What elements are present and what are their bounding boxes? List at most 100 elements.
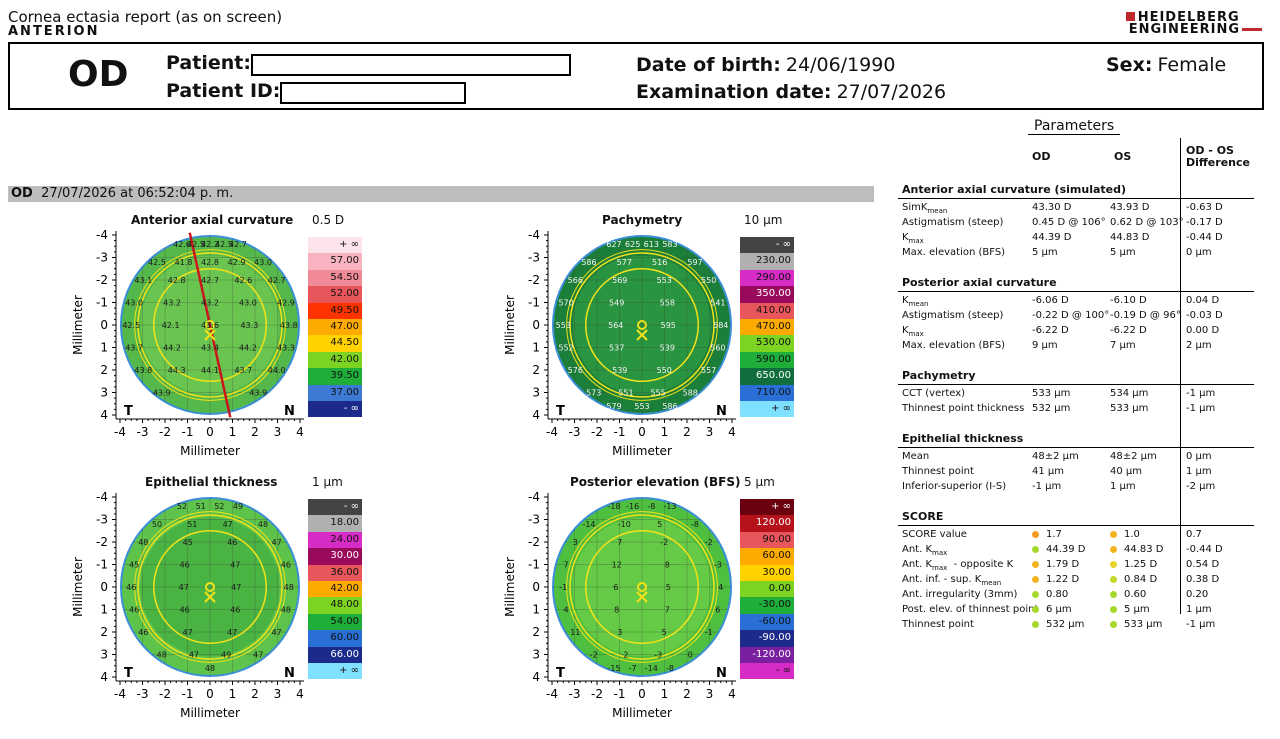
map-value: -14 bbox=[645, 664, 658, 673]
patient-label: Patient: bbox=[166, 52, 251, 74]
map-value: 43.6 bbox=[201, 321, 219, 330]
map-value: 564 bbox=[608, 321, 623, 330]
map-value: 570 bbox=[558, 299, 573, 308]
map-value: 5 bbox=[657, 520, 662, 529]
map-value: 43.4 bbox=[201, 344, 219, 353]
map-value: 42.8 bbox=[168, 276, 186, 285]
x-tick-label: 0 bbox=[206, 425, 214, 439]
map-value: 43.2 bbox=[201, 299, 219, 308]
map-value: 6 bbox=[715, 606, 720, 615]
scale-label: 52.00 bbox=[308, 286, 362, 303]
x-tick-label: -3 bbox=[137, 425, 149, 439]
map-value: 43.1 bbox=[134, 276, 152, 285]
map-value: 49 bbox=[233, 502, 243, 511]
map-value: 43.8 bbox=[280, 321, 298, 330]
param-od-value: 6 µm bbox=[1032, 604, 1072, 615]
eye-label: OD bbox=[68, 54, 129, 95]
map-value: 5 bbox=[666, 583, 671, 592]
map-value: 44.2 bbox=[163, 344, 181, 353]
param-label: SimKmean bbox=[902, 202, 948, 215]
param-os-value: 1.0 bbox=[1110, 529, 1140, 540]
map-value: 48 bbox=[138, 538, 148, 547]
y-tick-label: -2 bbox=[96, 273, 108, 287]
map-value: 8 bbox=[665, 561, 670, 570]
param-od-value: 5 µm bbox=[1032, 247, 1058, 258]
param-os-value: 534 µm bbox=[1110, 388, 1149, 399]
map-value: -15 bbox=[607, 664, 620, 673]
x-axis-label: Millimeter bbox=[180, 706, 240, 720]
map-value: 47 bbox=[183, 628, 193, 637]
param-label: Ant. Kmax bbox=[902, 544, 948, 557]
status-dot-icon bbox=[1110, 545, 1117, 553]
map-value: 42.9 bbox=[277, 299, 295, 308]
param-od-value: 1.7 bbox=[1032, 529, 1062, 540]
col-diff-line2: Difference bbox=[1186, 156, 1250, 169]
map-value: 48 bbox=[157, 651, 167, 660]
y-tick-label: -3 bbox=[96, 513, 108, 527]
scale-label: 710.00 bbox=[740, 384, 794, 401]
map-value: 48 bbox=[284, 583, 294, 592]
scale-label: + ∞ bbox=[308, 237, 362, 254]
param-label: Inferior-superior (I-S) bbox=[902, 481, 1007, 492]
map-value: 627 bbox=[606, 240, 621, 249]
param-label: Ant. inf. - sup. Kmean bbox=[902, 574, 1002, 587]
scale-label: 470.00 bbox=[740, 318, 794, 336]
x-tick-label: 1 bbox=[229, 687, 237, 701]
y-tick-label: -2 bbox=[528, 273, 540, 287]
map-value: 7 bbox=[564, 561, 569, 570]
y-tick-label: -3 bbox=[96, 251, 108, 265]
param-diff-value: -1 µm bbox=[1186, 403, 1216, 414]
map-value: -1 bbox=[559, 583, 567, 592]
anterior-color-scale: + ∞ 57.00 54.50 52.00 49.50 47.00 44.50 42.00 39… bbox=[308, 237, 362, 418]
scale-label: - ∞ bbox=[740, 662, 794, 680]
scale-label: 66.00 bbox=[308, 646, 362, 663]
map-value: 586 bbox=[581, 258, 596, 267]
nasal-label: N bbox=[716, 404, 727, 419]
y-tick-label: -2 bbox=[96, 535, 108, 549]
section-rule bbox=[898, 384, 1254, 385]
y-tick-label: 4 bbox=[100, 408, 108, 422]
center-marker-icon bbox=[204, 582, 216, 603]
report-title: Cornea ectasia report (as on screen) bbox=[8, 8, 283, 26]
map-value: 549 bbox=[609, 299, 624, 308]
x-tick-label: 4 bbox=[296, 687, 304, 701]
x-tick-label: 4 bbox=[296, 425, 304, 439]
posterior-elevation-map: Posterior elevation (BFS) 5 µm -4 4 -3 3 -2 2 -1… bbox=[432, 475, 862, 735]
patient-name-redacted bbox=[250, 53, 571, 76]
scan-eye: OD bbox=[11, 186, 33, 201]
x-tick-label: -2 bbox=[159, 687, 171, 701]
param-diff-value: 0.20 bbox=[1186, 589, 1209, 600]
x-tick-label: 3 bbox=[706, 687, 714, 701]
status-dot-icon bbox=[1032, 545, 1039, 553]
epithelial-map-step: 1 µm bbox=[312, 475, 343, 489]
y-tick-label: 2 bbox=[100, 625, 108, 639]
map-value: -18 bbox=[607, 502, 620, 511]
map-value: -14 bbox=[582, 520, 595, 529]
section-title: Epithelial thickness bbox=[902, 432, 1024, 445]
scale-label: 36.00 bbox=[308, 564, 362, 581]
map-value: 42.2 bbox=[201, 240, 219, 249]
scale-label: -120.00 bbox=[740, 646, 794, 663]
posterior-map-plot: -4 4 -3 3 -2 2 -1 1 0 0 1 -1 2 -2 3 -3 4 -4 Millimeter Mill… bbox=[503, 490, 736, 720]
scale-label: 650.00 bbox=[740, 368, 794, 385]
col-diff: OD - OS Difference bbox=[1186, 145, 1250, 169]
temporal-label: T bbox=[556, 404, 565, 419]
param-diff-value: -1 µm bbox=[1186, 619, 1216, 630]
param-label: Ant. Kmax - opposite K bbox=[902, 559, 1014, 572]
pachymetry-map-title: Pachymetry bbox=[602, 213, 683, 227]
map-value: 43.0 bbox=[125, 299, 143, 308]
posterior-map-title: Posterior elevation (BFS) bbox=[570, 475, 741, 489]
param-od-value: 48±2 µm bbox=[1032, 451, 1079, 462]
map-value: 44.0 bbox=[268, 366, 286, 375]
map-value: 48 bbox=[258, 520, 268, 529]
scale-label: 90.00 bbox=[740, 531, 794, 549]
param-diff-value: 0.38 D bbox=[1186, 574, 1220, 585]
map-value: 48 bbox=[281, 606, 291, 615]
y-axis-label: Millimeter bbox=[71, 557, 85, 617]
x-tick-label: 4 bbox=[728, 425, 736, 439]
status-dot-icon bbox=[1032, 605, 1039, 613]
y-tick-label: -2 bbox=[528, 535, 540, 549]
y-axis-label: Millimeter bbox=[503, 557, 517, 617]
scale-label: 350.00 bbox=[740, 286, 794, 303]
param-label: Thinnest point bbox=[902, 466, 974, 477]
